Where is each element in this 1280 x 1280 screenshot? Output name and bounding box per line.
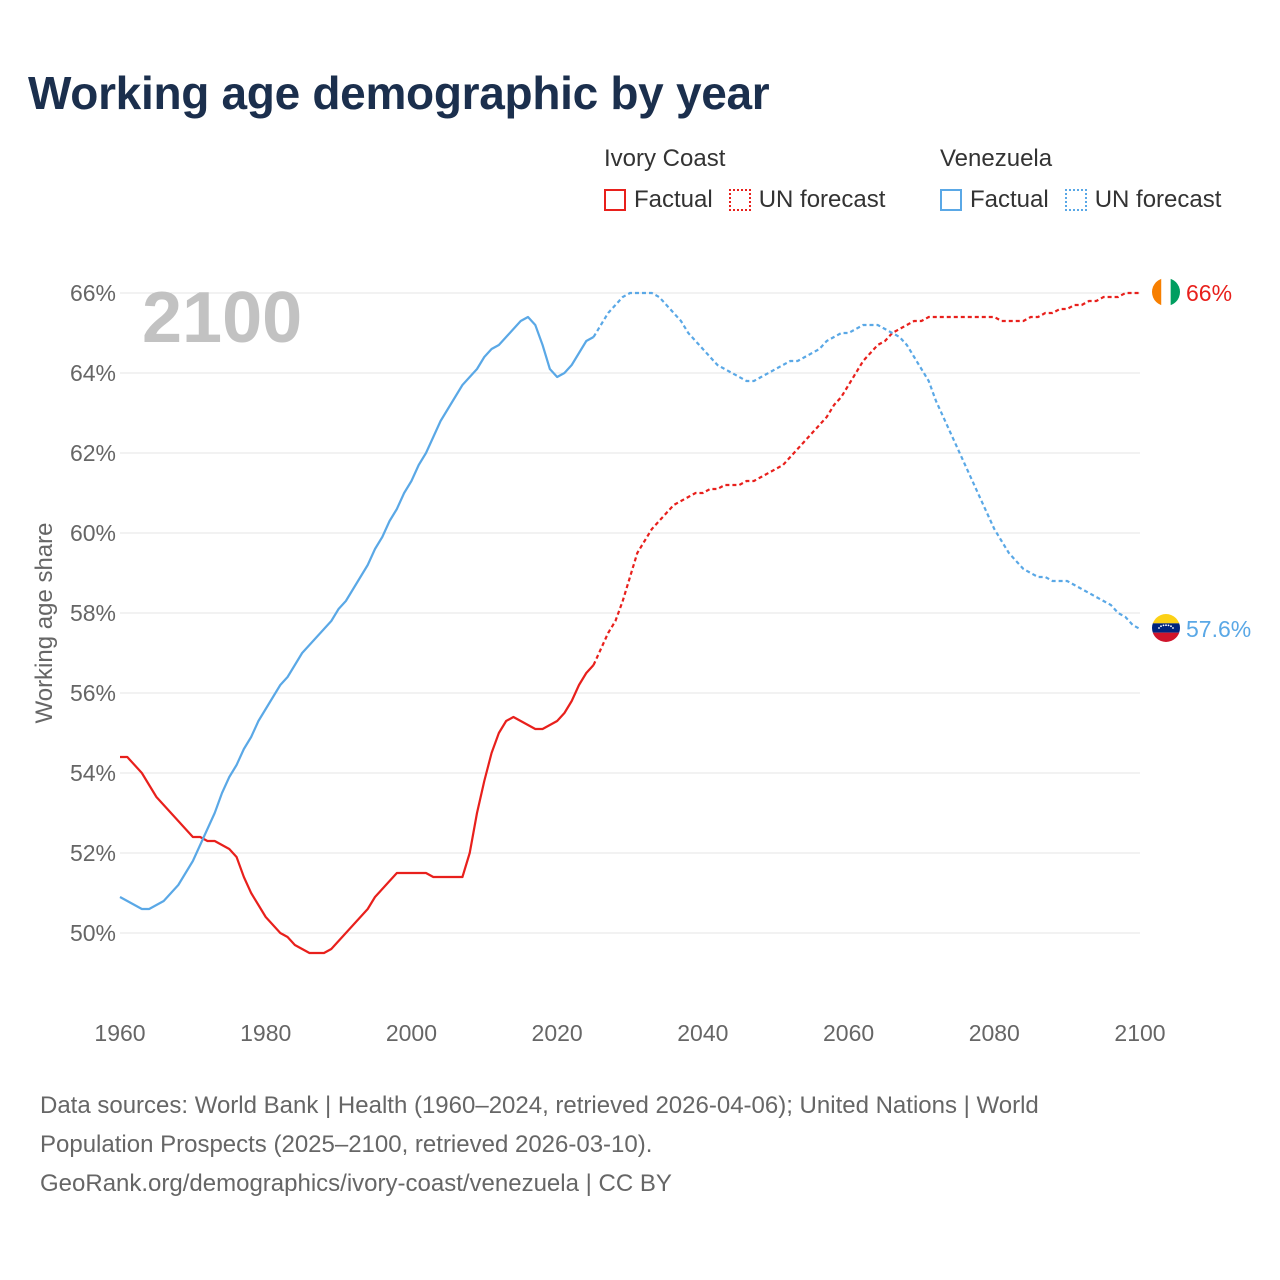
x-tick-label: 2000 <box>386 1020 437 1046</box>
ivory-coast-end-label: 66% <box>1186 280 1232 306</box>
venezuela-flag-icon <box>1152 614 1180 642</box>
legend-group-venezuela: Venezuela Factual UN forecast <box>940 144 1237 214</box>
legend-item-un-forecast[interactable]: UN forecast <box>1064 186 1222 214</box>
x-tick-label: 2040 <box>677 1020 728 1046</box>
y-tick-label: 52% <box>70 840 116 866</box>
venezuela-factual-line <box>119 315 595 911</box>
year-overlay: 2100 <box>142 278 302 358</box>
x-tick-label: 2060 <box>823 1020 874 1046</box>
legend-label: Factual <box>634 186 713 213</box>
legend-swatch-solid-icon <box>940 189 962 211</box>
legend-group-title: Ivory Coast <box>604 145 726 172</box>
footer-sources: Data sources: World Bank | Health (1960–… <box>40 1086 1160 1203</box>
venezuela-end-label: 57.6% <box>1186 616 1251 642</box>
legend-label: UN forecast <box>1094 186 1222 213</box>
ivory-coast-flag-icon <box>1152 278 1180 306</box>
venezuela-forecast-line <box>592 291 1141 630</box>
ivory-coast-factual-line <box>120 664 595 955</box>
x-tick-label: 1980 <box>240 1020 291 1046</box>
y-tick-label: 66% <box>70 280 116 306</box>
y-tick-label: 56% <box>70 680 116 706</box>
ivory-coast-forecast-line <box>592 291 1140 666</box>
legend-item-un-forecast[interactable]: UN forecast <box>728 186 886 214</box>
y-tick-label: 54% <box>70 760 116 786</box>
x-tick-label: 1960 <box>94 1020 145 1046</box>
legend-group-title: Venezuela <box>940 145 1053 172</box>
legend-swatch-solid-icon <box>604 189 626 211</box>
y-tick-label: 64% <box>70 360 116 386</box>
y-tick-label: 58% <box>70 600 116 626</box>
y-tick-label: 60% <box>70 520 116 546</box>
y-tick-label: 62% <box>70 440 116 466</box>
footer-source-link[interactable]: GeoRank.org/demographics/ivory-coast/ven… <box>40 1170 672 1197</box>
x-tick-label: 2100 <box>1114 1020 1165 1046</box>
legend-swatch-dotted-icon <box>728 189 751 211</box>
legend-label: Factual <box>970 186 1049 213</box>
legend-label: UN forecast <box>758 186 886 213</box>
chart-title: Working age demographic by year <box>28 67 770 119</box>
footer-line: Data sources: World Bank | Health (1960–… <box>40 1092 1039 1119</box>
x-tick-label: 2020 <box>532 1020 583 1046</box>
legend-item-factual[interactable]: Factual <box>604 186 713 214</box>
footer-line: Population Prospects (2025–2100, retriev… <box>40 1131 653 1158</box>
y-axis-label: Working age share <box>31 523 58 724</box>
x-tick-label: 2080 <box>969 1020 1020 1046</box>
legend-group-ivory-coast: Ivory Coast Factual UN forecast <box>604 144 901 214</box>
legend-item-factual[interactable]: Factual <box>940 186 1049 214</box>
legend-swatch-dotted-icon <box>1064 189 1087 211</box>
y-tick-label: 50% <box>70 920 116 946</box>
